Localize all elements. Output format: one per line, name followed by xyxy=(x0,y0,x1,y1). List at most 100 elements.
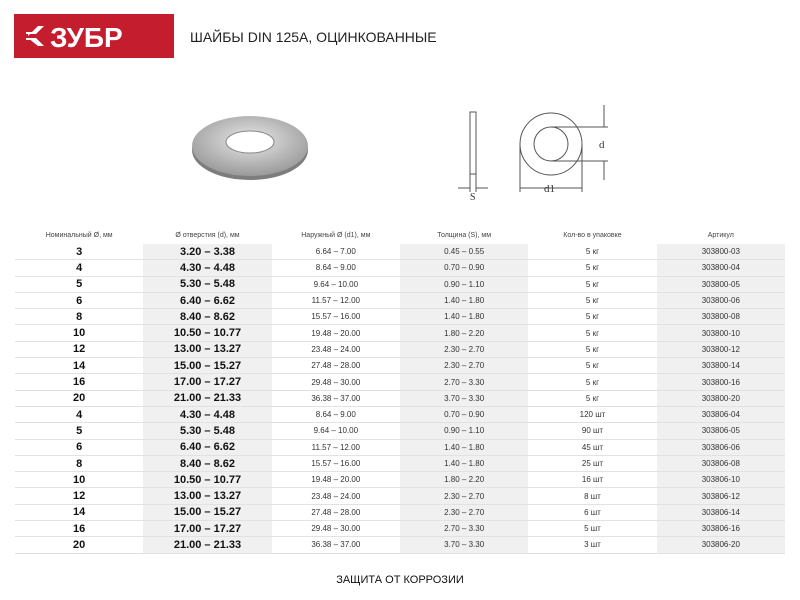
table-cell: 5 шт xyxy=(528,520,657,538)
table-cell: 90 шт xyxy=(528,422,657,440)
table-cell: 23.48 – 24.00 xyxy=(271,487,400,505)
table-cell: 303806-14 xyxy=(656,504,785,522)
table-cell: 8.64 – 9.00 xyxy=(271,406,400,424)
table-row: 4 4.30 – 4.48 8.64 – 9.00 0.70 – 0.90 120 шт… xyxy=(15,406,785,424)
table-cell: 4.30 – 4.48 xyxy=(143,406,272,424)
table-cell: 14 xyxy=(15,504,144,522)
table-cell: 1.40 – 1.80 xyxy=(399,455,529,473)
table-cell: 10.50 – 10.77 xyxy=(143,324,272,342)
table-cell: 20 xyxy=(15,536,144,554)
table-cell: 6.40 – 6.62 xyxy=(143,292,272,310)
table-row: 12 13.00 – 13.27 23.48 – 24.00 2.30 – 2.70 8… xyxy=(15,487,785,505)
table-row: 20 21.00 – 21.33 36.38 – 37.00 3.70 – 3.30 5… xyxy=(15,390,785,407)
table-cell: 2.30 – 2.70 xyxy=(399,341,529,359)
table-row: 16 17.00 – 17.27 29.48 – 30.00 2.70 – 3.30 5… xyxy=(15,373,785,391)
table-cell: 303800-08 xyxy=(656,308,785,326)
washer-drawing: d d1 S xyxy=(458,105,608,200)
table-row: 12 13.00 – 13.27 23.48 – 24.00 2.30 – 2.70 5… xyxy=(15,341,785,359)
table-cell: 20 xyxy=(15,390,144,407)
table-cell: 17.00 – 17.27 xyxy=(143,373,272,391)
table-cell: 16 xyxy=(15,373,144,391)
table-cell: 6 xyxy=(15,292,144,310)
table-cell: 303806-10 xyxy=(656,471,785,489)
table-cell: 1.40 – 1.80 xyxy=(399,308,529,326)
table-cell: 15.57 – 16.00 xyxy=(271,308,400,326)
table-cell: 4 xyxy=(15,259,144,277)
label-s: S xyxy=(470,192,476,200)
table-cell: 8 xyxy=(15,308,144,326)
table-cell: 303800-05 xyxy=(656,276,785,293)
table-cell: 10 xyxy=(15,324,144,342)
label-d1: d1 xyxy=(544,183,555,195)
table-cell: 303806-20 xyxy=(656,536,785,554)
column-header: Ø отверстия (d), мм xyxy=(175,231,240,239)
table-cell: 3 шт xyxy=(528,536,657,554)
column-header: Наружный Ø (d1), мм xyxy=(301,231,371,239)
table-cell: 8.40 – 8.62 xyxy=(143,455,272,473)
table-cell: 12 xyxy=(15,487,144,505)
column-header: Номинальный Ø, мм xyxy=(45,231,113,239)
table-cell: 8.40 – 8.62 xyxy=(143,308,272,326)
table-cell: 36.38 – 37.00 xyxy=(271,536,400,554)
table-cell: 0.90 – 1.10 xyxy=(399,422,529,440)
table-row: 6 6.40 – 6.62 11.57 – 12.00 1.40 – 1.80 5 кг… xyxy=(15,292,785,310)
table-cell: 2.30 – 2.70 xyxy=(399,357,529,375)
table-cell: 2.30 – 2.70 xyxy=(399,504,529,522)
table-row: 8 8.40 – 8.62 15.57 – 16.00 1.40 – 1.80 5 кг… xyxy=(15,308,785,326)
table-row: 14 15.00 – 15.27 27.48 – 28.00 2.30 – 2.70 6… xyxy=(15,504,785,522)
table-cell: 3.20 – 3.38 xyxy=(143,244,272,261)
table-row: 10 10.50 – 10.77 19.48 – 20.00 1.80 – 2.20 1… xyxy=(15,471,785,489)
table-cell: 11.57 – 12.00 xyxy=(271,439,400,456)
table-cell: 303806-12 xyxy=(656,487,785,505)
table-cell: 5 кг xyxy=(528,324,657,342)
table-cell: 19.48 – 20.00 xyxy=(271,471,400,489)
table-row: 3 3.20 – 3.38 6.64 – 7.00 0.45 – 0.55 5 кг 30… xyxy=(15,244,785,261)
table-cell: 3.70 – 3.30 xyxy=(399,390,529,407)
table-cell: 11.57 – 12.00 xyxy=(271,292,400,310)
table-cell: 1.40 – 1.80 xyxy=(399,292,529,310)
table-cell: 10.50 – 10.77 xyxy=(143,471,272,489)
table-cell: 303806-16 xyxy=(656,520,785,538)
page-title: ШАЙБЫ DIN 125A, ОЦИНКОВАННЫЕ xyxy=(190,29,437,45)
table-cell: 15.00 – 15.27 xyxy=(143,504,272,522)
table-cell: 5.30 – 5.48 xyxy=(143,276,272,293)
table-cell: 303800-04 xyxy=(656,259,785,277)
table-cell: 0.70 – 0.90 xyxy=(399,259,529,277)
table-cell: 21.00 – 21.33 xyxy=(143,390,272,407)
table-cell: 5 кг xyxy=(528,308,657,326)
table-cell: 15.00 – 15.27 xyxy=(143,357,272,375)
table-cell: 2.70 – 3.30 xyxy=(399,373,529,391)
table-cell: 5.30 – 5.48 xyxy=(143,422,272,440)
label-d: d xyxy=(599,139,605,151)
table-cell: 19.48 – 20.00 xyxy=(271,324,400,342)
table-cell: 303800-06 xyxy=(656,292,785,310)
table-row: 5 5.30 – 5.48 9.64 – 10.00 0.90 – 1.10 90 шт… xyxy=(15,422,785,440)
table-cell: 5 кг xyxy=(528,292,657,310)
brand-logo: ЗУБР xyxy=(14,14,174,58)
table-row: 16 17.00 – 17.27 29.48 – 30.00 2.70 – 3.30 5… xyxy=(15,520,785,538)
table-cell: 29.48 – 30.00 xyxy=(271,373,400,391)
table-cell: 4 xyxy=(15,406,144,424)
table-cell: 303806-08 xyxy=(656,455,785,473)
table-row: 8 8.40 – 8.62 15.57 – 16.00 1.40 – 1.80 25 ш… xyxy=(15,455,785,473)
table-cell: 5 кг xyxy=(528,390,657,407)
table-cell: 303806-06 xyxy=(656,439,785,456)
table-cell: 27.48 – 28.00 xyxy=(271,357,400,375)
spec-table: Номинальный Ø, мм Ø отверстия (d), мм Нару… xyxy=(15,226,785,554)
table-cell: 16 xyxy=(15,520,144,538)
table-row: 10 10.50 – 10.77 19.48 – 20.00 1.80 – 2.20 5… xyxy=(15,324,785,342)
table-cell: 1.80 – 2.20 xyxy=(399,471,529,489)
table-cell: 5 кг xyxy=(528,357,657,375)
table-cell: 5 кг xyxy=(528,259,657,277)
table-cell: 0.90 – 1.10 xyxy=(399,276,529,293)
table-cell: 303800-12 xyxy=(656,341,785,359)
table-cell: 17.00 – 17.27 xyxy=(143,520,272,538)
table-cell: 12 xyxy=(15,341,144,359)
table-cell: 2.30 – 2.70 xyxy=(399,487,529,505)
table-cell: 5 кг xyxy=(528,244,657,261)
table-cell: 16 шт xyxy=(528,471,657,489)
table-cell: 8.64 – 9.00 xyxy=(271,259,400,277)
table-cell: 3 xyxy=(15,244,144,261)
table-row: 6 6.40 – 6.62 11.57 – 12.00 1.40 – 1.80 45 ш… xyxy=(15,439,785,456)
footer-caption: ЗАЩИТА ОТ КОРРОЗИИ xyxy=(336,574,464,586)
